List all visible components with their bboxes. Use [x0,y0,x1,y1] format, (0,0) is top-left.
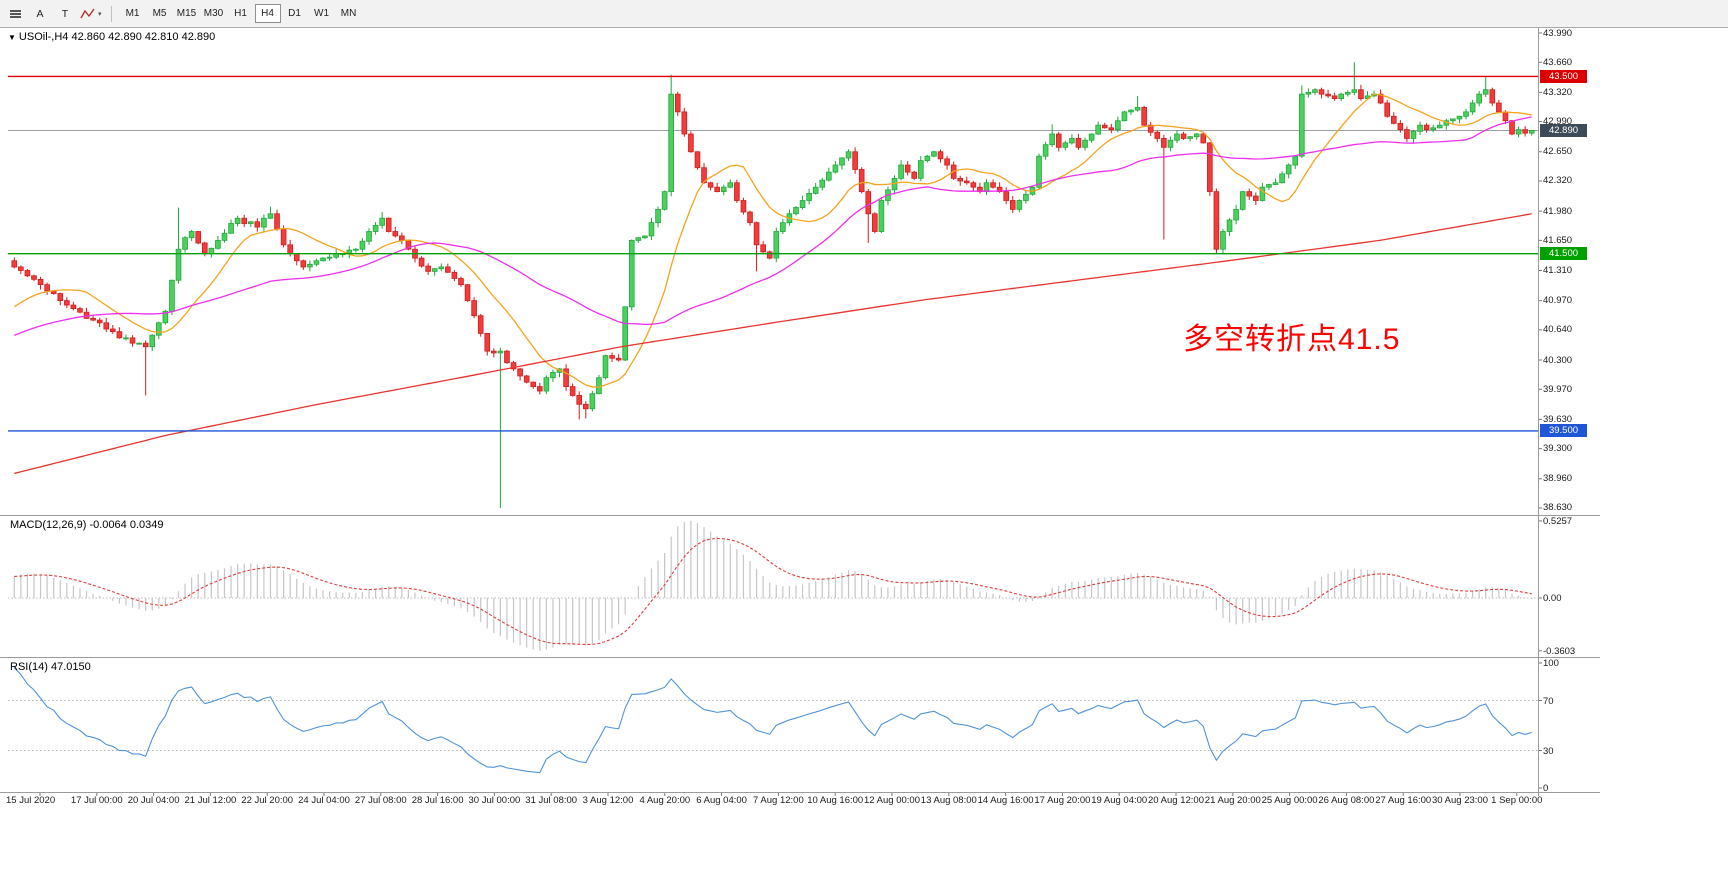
zigzag-icon [80,8,95,18]
time-axis-label: 22 Jul 20:00 [241,795,294,806]
price-axis-label: 42.320 [1543,175,1573,187]
time-axis-label: 20 Jul 04:00 [127,795,180,806]
time-axis-label: 25 Aug 00:00 [1261,795,1318,806]
time-axis-label: 17 Jul 00:00 [70,795,123,806]
rsi-axis-label: 100 [1543,658,1559,669]
time-axis-label: 31 Jul 08:00 [525,795,578,806]
time-axis-label: 7 Aug 12:00 [753,795,804,806]
timeframe-button-mn[interactable]: MN [340,8,357,19]
price-axis-label: 41.980 [1543,205,1573,217]
panel-separator-macd[interactable] [0,515,1600,516]
price-axis-label: 43.660 [1543,56,1573,68]
price-axis-label: 43.990 [1543,27,1573,39]
price-axis-label: 39.970 [1543,383,1573,395]
time-axis-label: 14 Aug 16:00 [977,795,1034,806]
time-axis-label: 26 Aug 08:00 [1318,795,1375,806]
time-axis-label: 27 Aug 16:00 [1375,795,1432,806]
chevron-down-icon: ▾ [98,10,102,18]
price-axis-label: 40.300 [1543,354,1573,366]
toolbar-separator [110,5,112,22]
chart-plot-area[interactable] [0,28,1538,792]
timeframe-button-m30[interactable]: M30 [203,8,224,19]
rsi-axis-label: 70 [1543,695,1554,707]
macd-indicator-label: MACD(12,26,9) -0.0064 0.0349 [10,519,164,531]
price-axis-label: 40.970 [1543,295,1573,307]
time-axis-label: 15 Jul 2020 [6,795,56,806]
toolbar: A T ▾ M1 M5 M15 M30 H1 H4 D1 W1 MN [0,0,1728,28]
layers-icon [9,9,21,12]
time-axis[interactable]: 15 Jul 2020 17 Jul 00:00 20 Jul 04:00 21 Ju… [0,793,1600,811]
price-axis-label: 43.320 [1543,86,1573,98]
rsi-axis-label: 0 [1543,783,1549,794]
time-axis-label: 21 Aug 20:00 [1204,795,1261,806]
timeframe-button-m5[interactable]: M5 [152,8,167,19]
price-axis-label: 38.630 [1543,502,1573,514]
timeframe-button-h4[interactable]: H4 [254,4,281,23]
price-axis-label: 41.310 [1543,264,1573,276]
price-axis-label: 40.640 [1543,324,1573,336]
annotation-tool-button[interactable]: A [29,4,51,24]
time-axis-label: 30 Aug 23:00 [1432,795,1488,806]
timeframe-button-h1[interactable]: H1 [234,8,247,19]
time-axis-label: 13 Aug 08:00 [920,795,977,806]
time-axis-label: 24 Jul 04:00 [298,795,350,806]
time-axis-label: 4 Aug 20:00 [639,795,691,806]
price-axis-label: 41.650 [1543,234,1573,246]
timeframe-button-m15[interactable]: M15 [176,8,197,19]
rsi-axis-label: 30 [1543,745,1554,757]
price-axis-label: 39.300 [1543,443,1573,455]
time-axis-label: 27 Jul 08:00 [354,795,407,806]
panel-separator-time [0,792,1600,793]
panel-separator-rsi[interactable] [0,657,1600,658]
price-axis-label: 42.650 [1543,146,1573,158]
rsi-indicator-label: RSI(14) 47.0150 [10,661,91,673]
price-axis-border [1538,28,1539,796]
price-axis-label: 39.630 [1543,413,1573,425]
time-axis-label: 20 Aug 12:00 [1148,795,1204,806]
time-axis-label: 28 Jul 16:00 [411,795,464,806]
timeframe-button-d1[interactable]: D1 [288,8,301,19]
timeframe-button-w1[interactable]: W1 [314,8,330,19]
macd-axis-label: -0.3603 [1543,645,1576,657]
price-badge-support-green: 41.500 [1540,247,1587,261]
time-axis-label: 17 Aug 20:00 [1034,795,1091,806]
price-axis-label: 42.990 [1543,116,1573,128]
time-axis-label: 12 Aug 00:00 [864,795,920,806]
triangle-down-icon: ▼ [8,33,16,42]
price-badge-resistance: 43.500 [1540,69,1587,83]
text-tool-button[interactable]: T [54,4,76,24]
time-axis-label: 6 Aug 04:00 [696,795,747,806]
price-badge-current: 42.890 [1540,123,1587,137]
text-tool-label: T [61,7,69,20]
macd-axis-label: 0.00 [1543,593,1562,604]
time-axis-label: 3 Aug 12:00 [582,795,634,806]
price-badge-support-blue: 39.500 [1540,424,1587,438]
time-axis-label: 30 Jul 00:00 [468,795,521,806]
chart-layout-button[interactable] [4,4,26,24]
annotation-tool-label: A [36,7,44,20]
symbol-ohlc-label: ▼ USOil-,H4 42.860 42.890 42.810 42.890 [8,31,215,43]
symbol-ohlc-text: USOil-,H4 42.860 42.890 42.810 42.890 [18,31,216,43]
timeframe-buttons: M1 M5 M15 M30 H1 H4 D1 W1 MN [120,4,362,23]
price-axis-label: 38.960 [1543,473,1573,485]
time-axis-label: 1 Sep 00:00 [1491,795,1543,806]
time-axis-label: 19 Aug 04:00 [1091,795,1148,806]
line-style-button[interactable]: ▾ [79,4,103,24]
chart-annotation-text: 多空转折点41.5 [1183,323,1401,356]
time-axis-label: 21 Jul 12:00 [184,795,237,806]
timeframe-button-m1[interactable]: M1 [125,8,140,19]
macd-axis-label: 0.5257 [1543,515,1573,527]
time-axis-label: 10 Aug 16:00 [807,795,864,806]
